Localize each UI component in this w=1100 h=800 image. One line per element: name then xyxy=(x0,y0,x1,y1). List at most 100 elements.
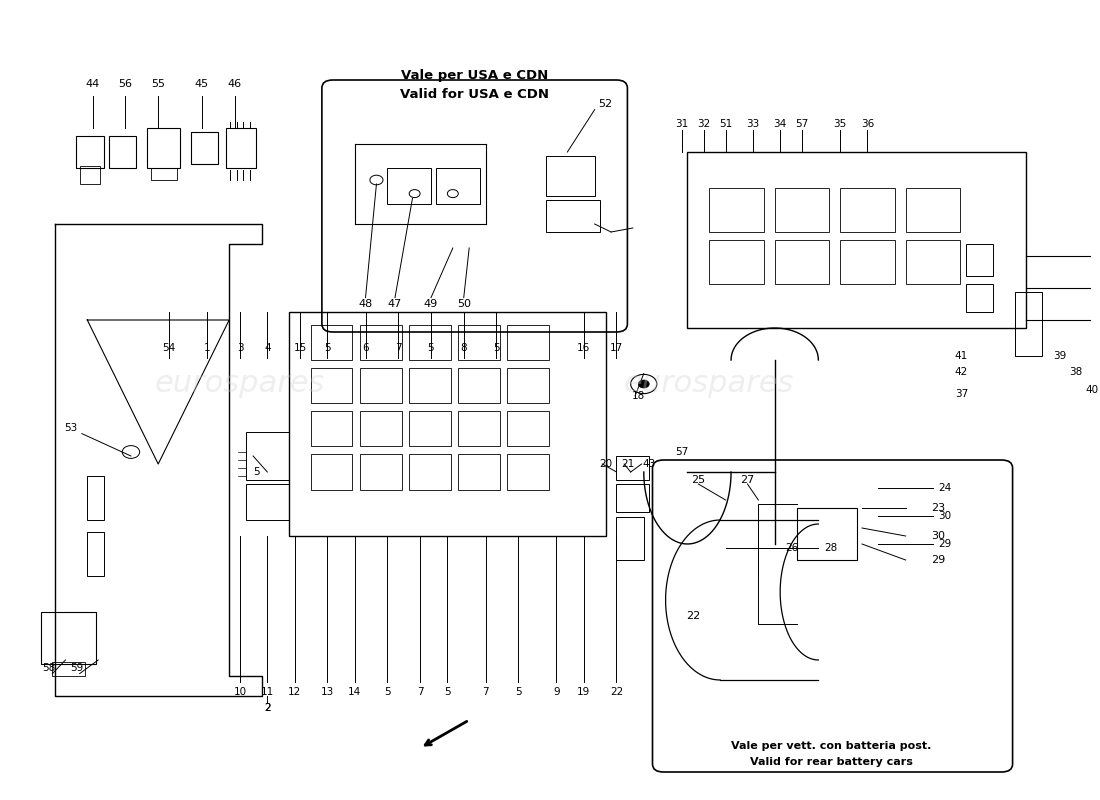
Text: 45: 45 xyxy=(195,79,209,89)
Text: 31: 31 xyxy=(675,119,689,129)
Text: 7: 7 xyxy=(395,343,402,353)
Text: 13: 13 xyxy=(321,687,334,697)
Bar xyxy=(1015,292,1042,356)
Bar xyxy=(151,168,177,180)
Text: eurospares: eurospares xyxy=(624,370,794,398)
Text: 16: 16 xyxy=(578,343,591,353)
Bar xyxy=(360,411,401,446)
Text: 56: 56 xyxy=(119,79,132,89)
Text: 25: 25 xyxy=(691,475,705,485)
Text: 40: 40 xyxy=(1086,385,1099,394)
Text: 9: 9 xyxy=(553,687,560,697)
Text: Valid for USA e CDN: Valid for USA e CDN xyxy=(400,88,549,101)
Text: 49: 49 xyxy=(424,299,438,309)
Text: 33: 33 xyxy=(746,119,759,129)
Bar xyxy=(774,240,829,284)
Bar xyxy=(245,432,289,480)
Text: 51: 51 xyxy=(719,119,733,129)
Bar xyxy=(616,517,644,560)
Text: 52: 52 xyxy=(598,99,613,109)
Text: 46: 46 xyxy=(228,79,242,89)
Bar xyxy=(546,156,595,196)
Text: 43: 43 xyxy=(642,459,656,469)
Text: 19: 19 xyxy=(578,687,591,697)
Text: 26: 26 xyxy=(785,543,799,553)
Bar xyxy=(76,136,103,168)
Bar xyxy=(546,200,601,232)
Bar xyxy=(459,368,499,403)
Bar xyxy=(507,411,549,446)
Bar xyxy=(507,454,549,490)
Text: 4: 4 xyxy=(264,343,271,353)
Text: 34: 34 xyxy=(773,119,786,129)
Bar xyxy=(905,240,960,284)
Bar xyxy=(710,188,763,232)
Text: 1: 1 xyxy=(204,343,210,353)
Bar xyxy=(79,166,100,184)
Bar xyxy=(87,476,103,520)
Bar xyxy=(387,168,431,204)
Bar xyxy=(289,312,606,536)
Bar xyxy=(688,152,1025,328)
Text: 53: 53 xyxy=(64,423,77,433)
Text: 21: 21 xyxy=(620,459,634,469)
Bar xyxy=(710,240,763,284)
Text: 29: 29 xyxy=(932,555,946,565)
Text: 22: 22 xyxy=(609,687,623,697)
Bar xyxy=(796,508,857,560)
Bar xyxy=(459,454,499,490)
Text: 3: 3 xyxy=(236,343,243,353)
Bar xyxy=(409,454,451,490)
Text: 50: 50 xyxy=(456,299,471,309)
Bar xyxy=(42,612,96,664)
Bar xyxy=(109,136,136,168)
Text: 17: 17 xyxy=(609,343,623,353)
Bar xyxy=(311,368,352,403)
Text: 37: 37 xyxy=(955,389,968,398)
Bar xyxy=(459,325,499,360)
Bar xyxy=(311,411,352,446)
Text: 8: 8 xyxy=(461,343,468,353)
Text: 2: 2 xyxy=(264,703,271,713)
Text: 5: 5 xyxy=(444,687,451,697)
Text: 57: 57 xyxy=(795,119,808,129)
Bar xyxy=(245,484,289,520)
Bar xyxy=(774,188,829,232)
Text: Valid for rear battery cars: Valid for rear battery cars xyxy=(750,757,913,766)
Text: 24: 24 xyxy=(938,483,952,493)
Text: Vale per USA e CDN: Vale per USA e CDN xyxy=(402,70,548,82)
Text: 5: 5 xyxy=(324,343,331,353)
Text: 6: 6 xyxy=(362,343,369,353)
Text: 28: 28 xyxy=(824,543,837,553)
FancyBboxPatch shape xyxy=(322,80,627,332)
FancyBboxPatch shape xyxy=(652,460,1013,772)
Text: 30: 30 xyxy=(932,531,945,541)
Bar xyxy=(87,532,103,576)
Text: 38: 38 xyxy=(1069,367,1082,377)
Text: 42: 42 xyxy=(955,367,968,377)
Bar xyxy=(311,325,352,360)
Text: 5: 5 xyxy=(493,343,499,353)
Bar xyxy=(616,484,649,512)
Text: 47: 47 xyxy=(388,299,403,309)
Bar xyxy=(409,368,451,403)
Text: 5: 5 xyxy=(384,687,390,697)
Bar xyxy=(147,128,180,168)
Text: 11: 11 xyxy=(261,687,274,697)
Bar xyxy=(360,454,401,490)
Text: 48: 48 xyxy=(359,299,373,309)
Bar xyxy=(840,188,894,232)
Text: 54: 54 xyxy=(163,343,176,353)
Text: 30: 30 xyxy=(938,511,952,521)
Text: 12: 12 xyxy=(288,687,301,697)
Bar xyxy=(409,325,451,360)
Bar xyxy=(507,325,549,360)
Bar xyxy=(966,284,993,312)
Bar xyxy=(226,128,256,168)
Text: 23: 23 xyxy=(932,503,945,513)
Bar xyxy=(905,188,960,232)
Bar xyxy=(459,411,499,446)
Text: 36: 36 xyxy=(861,119,875,129)
Text: 10: 10 xyxy=(233,687,246,697)
Text: 57: 57 xyxy=(675,447,689,457)
